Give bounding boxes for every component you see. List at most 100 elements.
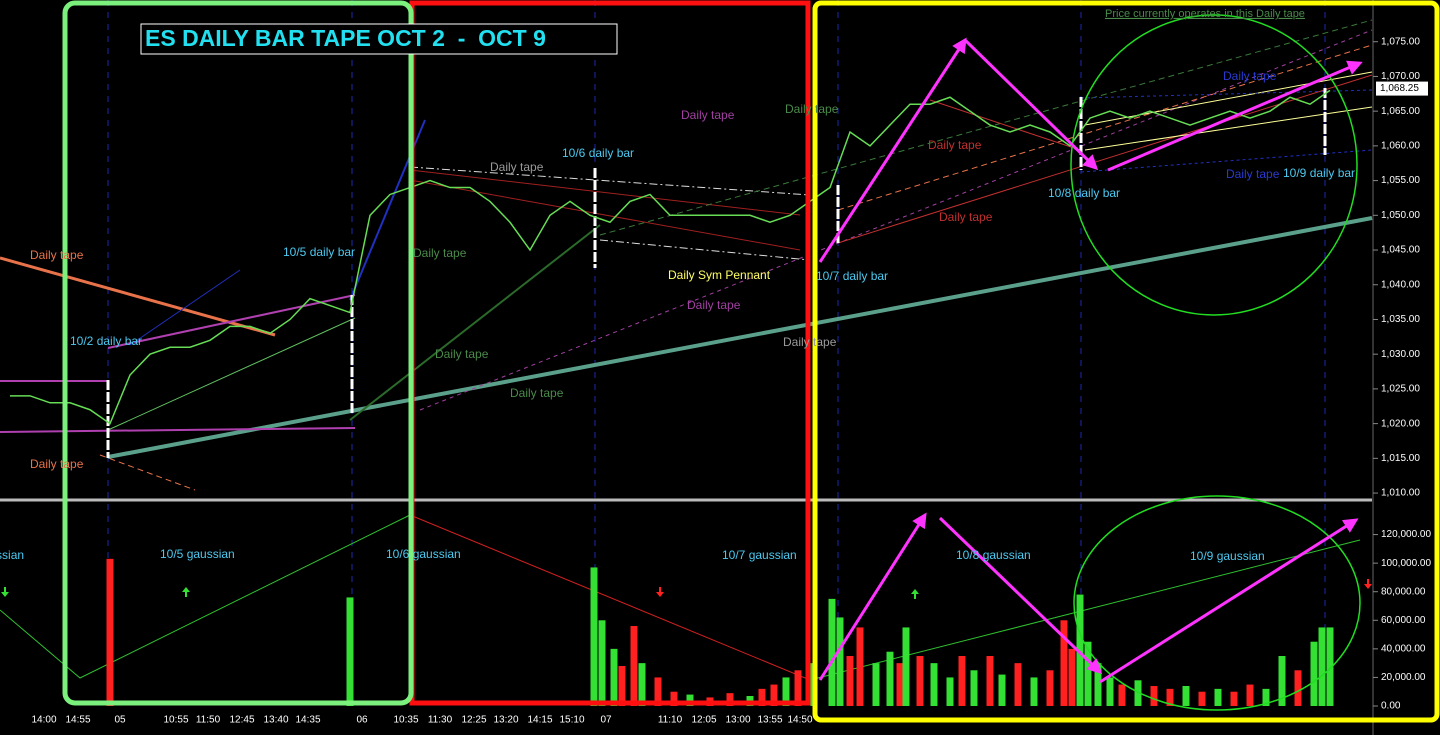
annotation: Daily tape [490, 160, 544, 174]
y-tick-label: 1,055.00 [1381, 175, 1420, 186]
up-arrow [911, 589, 919, 599]
frames [62, 0, 1440, 723]
trend-line [0, 256, 276, 337]
volume-bar [930, 663, 938, 706]
volume-bar [598, 620, 606, 706]
x-tick-label: 14:00 [31, 715, 56, 726]
volume-bar [1068, 648, 1076, 706]
volume-bar [1278, 656, 1286, 706]
trend-line [107, 216, 1373, 459]
y-tick-label: 1,040.00 [1381, 279, 1420, 290]
x-tick-label: 12:25 [461, 715, 486, 726]
volume-bar [1246, 684, 1254, 706]
pennant-line [599, 239, 811, 261]
volume-bar [1118, 684, 1126, 706]
x-tick-label: 13:40 [263, 715, 288, 726]
volume-bar [986, 656, 994, 706]
x-tick-label: 14:35 [295, 715, 320, 726]
volume-bar [886, 651, 894, 706]
trend-line [1084, 71, 1373, 126]
annotation: Daily tape [1226, 167, 1280, 181]
volume-bar [916, 656, 924, 706]
trend-line [99, 454, 196, 491]
volume-bar [346, 597, 354, 706]
volume-bar [1182, 686, 1190, 706]
volume-bar [828, 598, 836, 706]
trend-line [129, 269, 241, 346]
volume-bar [1230, 691, 1238, 706]
y-tick-label: 60,000.00 [1381, 615, 1426, 626]
gaussian-line [409, 514, 811, 681]
trend-line [107, 294, 356, 349]
trend-line [349, 224, 601, 421]
annotation: 10/9 gaussian [1190, 549, 1265, 563]
y-tick-label: 1,015.00 [1381, 453, 1420, 464]
volume-bar [670, 691, 678, 706]
trend-line [0, 427, 356, 433]
y-tick-label: 1,045.00 [1381, 245, 1420, 256]
volume-bar [1094, 663, 1102, 706]
down-arrow [1, 587, 9, 597]
volume-bar [872, 663, 880, 706]
volume-bar [630, 626, 638, 706]
volume-bar [1198, 691, 1206, 706]
green-frame [62, 0, 414, 706]
swing-arrow [938, 516, 1103, 675]
volume-bar [1060, 620, 1068, 706]
trend-lines [0, 19, 1373, 491]
x-tick-label: 14:15 [527, 715, 552, 726]
x-tick-label: 11:10 [658, 715, 683, 726]
volume-bar [998, 674, 1006, 706]
y-tick-label: 1,025.00 [1381, 384, 1420, 395]
volume-bar [638, 663, 646, 706]
y-tick-label: 20,000.00 [1381, 672, 1426, 683]
swing-arrow [1099, 518, 1359, 684]
swing-arrow [818, 512, 927, 681]
swing-arrow [818, 37, 967, 263]
yellow-frame [812, 0, 1440, 723]
volume-bar [1310, 641, 1318, 706]
up-arrow [182, 587, 190, 597]
y-tick-label: 1,060.00 [1381, 141, 1420, 152]
annotation: Daily tape [510, 386, 564, 400]
x-tick-label: 11:30 [428, 715, 453, 726]
volume-bar [902, 627, 910, 706]
x-tick-label: 11:50 [196, 715, 221, 726]
y-tick-label: 1,030.00 [1381, 349, 1420, 360]
down-arrow [656, 587, 664, 597]
annotation: 10/5 daily bar [283, 245, 355, 259]
annotation: Daily tape [928, 138, 982, 152]
annotation: Daily tape [785, 102, 839, 116]
volume-bar [726, 693, 734, 706]
annotation: Price currently operates in this Daily t… [1105, 8, 1305, 20]
trend-line [599, 19, 1373, 236]
annotation: Daily tape [687, 298, 741, 312]
x-tick-label: 07 [600, 715, 612, 726]
x-tick-label: 14:55 [65, 715, 90, 726]
trend-line [929, 99, 1081, 151]
volume-bar [1106, 677, 1114, 706]
y-tick-label: 100,000.00 [1381, 558, 1431, 569]
volume-bar [770, 684, 778, 706]
annotation: Daily Sym Pennant [668, 268, 771, 282]
signal-arrows [1, 579, 1372, 599]
y-tick-label: 120,000.00 [1381, 529, 1431, 540]
annotation: 10/7 gaussian [722, 548, 797, 562]
x-tick-label: 14:50 [787, 715, 812, 726]
x-tick-label: 06 [356, 715, 368, 726]
last-price-label: 1,068.25 [1380, 83, 1419, 94]
volume-bar [1084, 641, 1092, 706]
gaussian-line [0, 514, 411, 679]
annotation: 10/9 daily bar [1283, 166, 1355, 180]
volume-bar [1014, 663, 1022, 706]
trend-line [837, 74, 1373, 244]
trend-line [419, 29, 1373, 411]
pennant-line [409, 166, 811, 196]
volume-bar [610, 648, 618, 706]
volume-bar [654, 677, 662, 706]
y-tick-label: 1,050.00 [1381, 210, 1420, 221]
annotation: gaussian [0, 548, 24, 562]
gaussian-line [809, 539, 1361, 681]
trend-line [1084, 106, 1373, 151]
